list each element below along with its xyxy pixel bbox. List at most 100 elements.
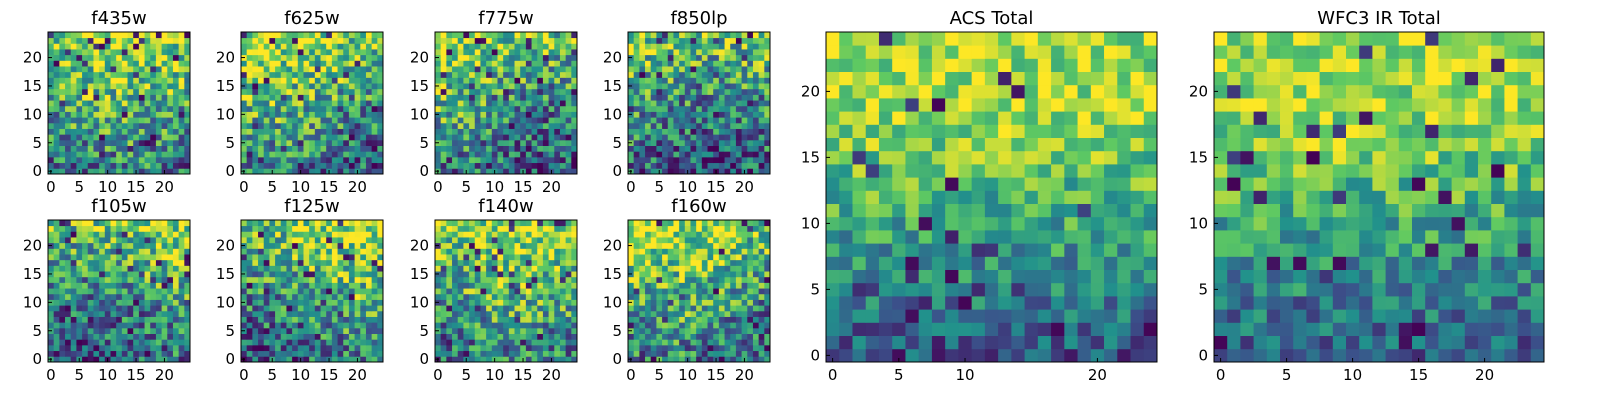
heatmap-cell bbox=[480, 293, 487, 300]
heatmap-cell bbox=[326, 310, 333, 317]
heatmap-cell bbox=[53, 94, 60, 101]
heatmap-cell bbox=[377, 310, 384, 317]
heatmap-cell bbox=[138, 111, 145, 118]
heatmap-cell bbox=[314, 293, 321, 300]
heatmap-cell bbox=[121, 145, 128, 152]
heatmap-cell bbox=[246, 66, 253, 73]
heatmap-cell bbox=[696, 43, 703, 50]
heatmap-cell bbox=[116, 305, 123, 312]
heatmap-cell bbox=[764, 139, 771, 146]
heatmap-cell bbox=[435, 122, 442, 129]
heatmap-cell bbox=[252, 77, 259, 84]
heatmap-cell bbox=[70, 66, 77, 73]
heatmap-cell bbox=[656, 254, 663, 261]
heatmap-cell bbox=[650, 156, 657, 164]
x-tick-label: 10 bbox=[678, 178, 697, 196]
heatmap-cell bbox=[309, 259, 316, 266]
heatmap-cell bbox=[320, 248, 327, 255]
heatmap-cell bbox=[161, 265, 168, 272]
heatmap-cell bbox=[121, 60, 128, 67]
heatmap-cell bbox=[326, 305, 333, 312]
heatmap-cell bbox=[673, 276, 680, 283]
heatmap-cell bbox=[371, 71, 378, 78]
heatmap-cell bbox=[53, 242, 60, 249]
heatmap-cell bbox=[48, 339, 55, 346]
heatmap-cell bbox=[365, 310, 373, 317]
heatmap-cell bbox=[724, 293, 731, 300]
heatmap-cell bbox=[172, 94, 180, 101]
heatmap-cell bbox=[764, 162, 771, 169]
heatmap-cell bbox=[297, 344, 304, 352]
heatmap-cell bbox=[701, 100, 708, 107]
heatmap-cell bbox=[320, 54, 327, 61]
heatmap-cell bbox=[286, 117, 293, 124]
heatmap-cell bbox=[741, 128, 748, 135]
heatmap-cell bbox=[525, 100, 532, 107]
heatmap-cell bbox=[343, 299, 350, 306]
heatmap-cell bbox=[690, 305, 697, 312]
heatmap-cell bbox=[241, 105, 248, 112]
heatmap-cell bbox=[548, 316, 555, 323]
heatmap-cell bbox=[486, 83, 493, 90]
heatmap-cell bbox=[314, 282, 321, 289]
heatmap-cell bbox=[730, 162, 737, 169]
heatmap-cell bbox=[354, 350, 361, 357]
heatmap-cell bbox=[331, 293, 338, 300]
heatmap-cell bbox=[673, 162, 680, 169]
heatmap-cell bbox=[718, 162, 725, 169]
heatmap-cell bbox=[354, 111, 361, 118]
heatmap-cell bbox=[167, 288, 174, 295]
heatmap-cell bbox=[537, 151, 544, 158]
x-tick-label: 5 bbox=[267, 178, 277, 196]
heatmap-cell bbox=[724, 134, 731, 141]
heatmap-cell bbox=[178, 231, 185, 238]
heatmap-cell bbox=[508, 162, 515, 169]
heatmap-cell bbox=[354, 310, 361, 317]
heatmap-cell bbox=[99, 333, 106, 340]
heatmap-cell bbox=[292, 299, 299, 306]
heatmap-cell bbox=[104, 60, 111, 67]
heatmap-cell bbox=[707, 111, 714, 118]
heatmap-cell bbox=[684, 276, 691, 283]
heatmap-cell bbox=[337, 145, 344, 152]
heatmap-cell bbox=[667, 37, 674, 44]
heatmap-cell bbox=[76, 94, 83, 101]
heatmap-cell bbox=[747, 282, 754, 289]
heatmap-cell bbox=[662, 322, 669, 329]
heatmap-cell bbox=[730, 259, 737, 266]
heatmap-cell bbox=[684, 54, 691, 61]
heatmap-cell bbox=[246, 145, 253, 152]
heatmap-cell bbox=[258, 305, 265, 312]
heatmap-cell bbox=[497, 117, 504, 124]
heatmap-cell bbox=[440, 333, 447, 340]
heatmap-cell bbox=[662, 105, 669, 112]
heatmap-cell bbox=[463, 333, 470, 340]
heatmap-cell bbox=[280, 49, 287, 56]
heatmap-cell bbox=[365, 293, 373, 300]
heatmap-cell bbox=[679, 122, 686, 129]
heatmap-cell bbox=[167, 117, 174, 124]
heatmap-cell bbox=[503, 237, 510, 244]
heatmap-cell bbox=[178, 156, 185, 164]
heatmap-cell bbox=[178, 145, 185, 152]
heatmap-cell bbox=[144, 111, 151, 118]
heatmap-cell bbox=[331, 162, 338, 169]
heatmap-cell bbox=[354, 32, 361, 39]
heatmap-cell bbox=[297, 145, 304, 152]
heatmap-cell bbox=[679, 282, 686, 289]
heatmap-cell bbox=[87, 339, 94, 346]
panel-title: f775w bbox=[478, 8, 533, 29]
heatmap-cell bbox=[258, 117, 265, 124]
heatmap-cell bbox=[258, 316, 265, 323]
heatmap-cell bbox=[309, 105, 316, 112]
heatmap-cell bbox=[633, 117, 640, 124]
heatmap-cell bbox=[167, 242, 174, 249]
heatmap-cell bbox=[752, 49, 760, 56]
heatmap-cell bbox=[724, 168, 731, 175]
heatmap-cell bbox=[508, 151, 515, 158]
heatmap-cell bbox=[718, 333, 725, 340]
heatmap-cell bbox=[309, 293, 316, 300]
heatmap-cell bbox=[679, 339, 686, 346]
heatmap-cell bbox=[435, 105, 442, 112]
heatmap-cell bbox=[525, 322, 532, 329]
